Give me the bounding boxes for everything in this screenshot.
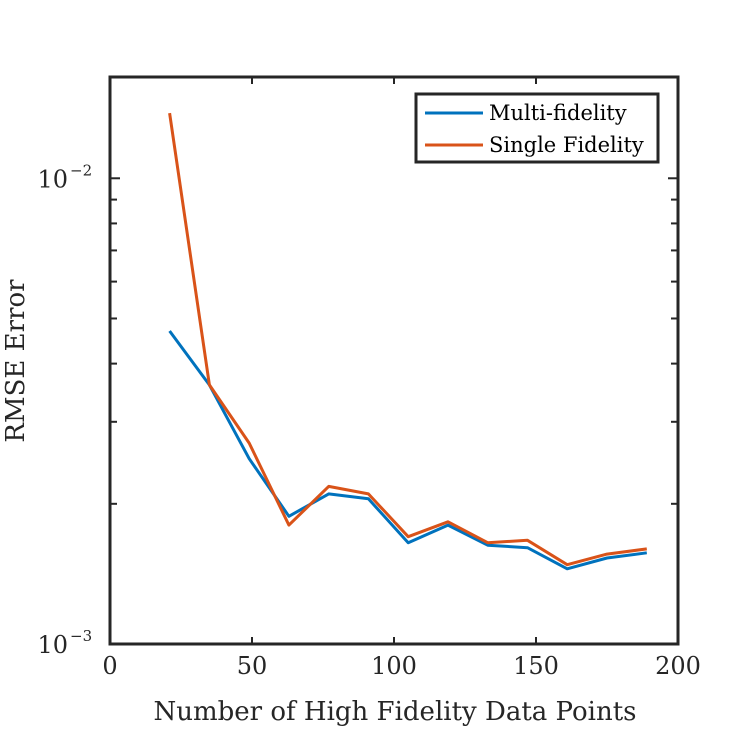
legend: Multi-fidelity Single Fidelity: [414, 92, 660, 164]
x-tick-label: 100: [371, 652, 417, 680]
plot-frame: [108, 75, 680, 646]
legend-label-single-fidelity: Single Fidelity: [489, 133, 644, 157]
series-line-1: [168, 112, 647, 567]
y-tick-label: 10: [37, 165, 68, 193]
x-tick-label: 50: [237, 652, 268, 680]
x-tick-label: 200: [655, 652, 701, 680]
x-axis-title: Number of High Fidelity Data Points: [154, 697, 637, 727]
y-tick-label-exponent: −3: [70, 627, 92, 645]
x-tick-label: 150: [513, 652, 559, 680]
legend-box: [414, 92, 660, 164]
y-tick-label-exponent: −2: [70, 161, 92, 179]
series-line-0: [168, 330, 647, 571]
y-tick-label: 10: [37, 631, 68, 659]
series-layer: [168, 112, 647, 571]
legend-label-multi-fidelity: Multi-fidelity: [489, 101, 627, 125]
y-axis-title: RMSE Error: [1, 279, 31, 443]
x-tick-label: 0: [102, 652, 117, 680]
